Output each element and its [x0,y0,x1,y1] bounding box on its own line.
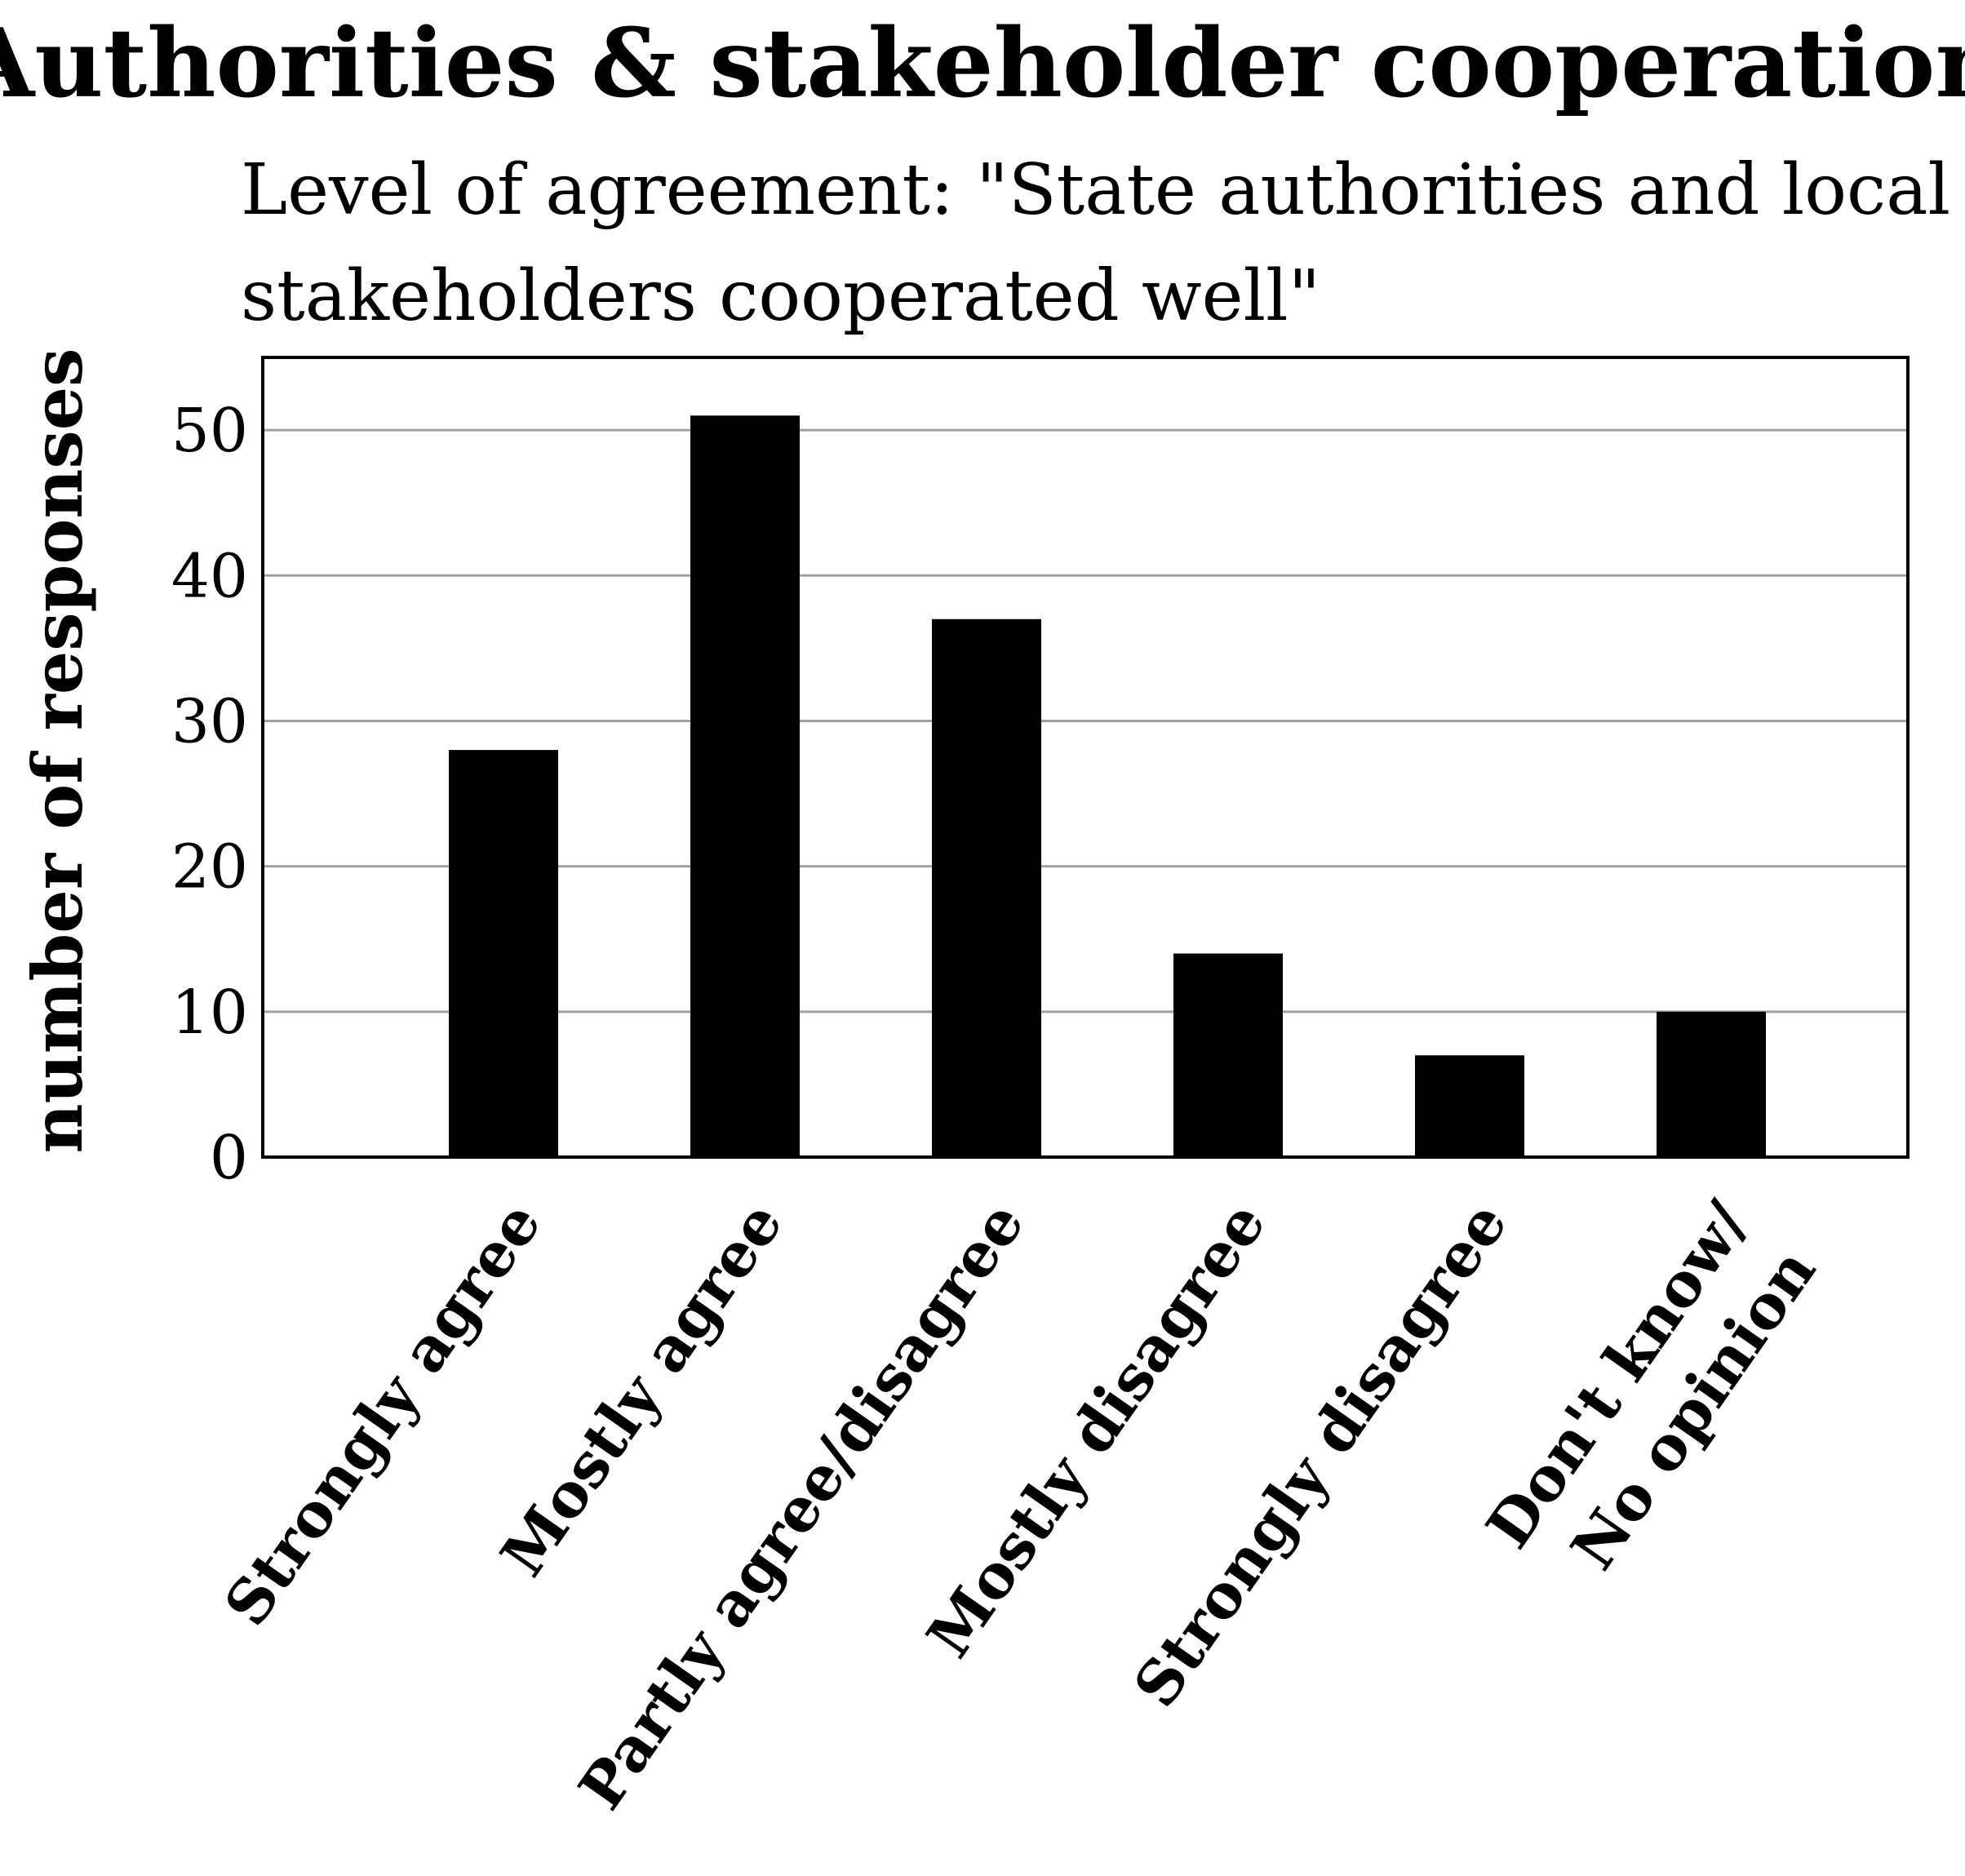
bar [690,415,800,1158]
x-tick-label-line: Strongly agree [211,1190,555,1639]
bars [449,415,1766,1158]
chart-subtitle-line-1: Level of agreement: "State authorities a… [241,149,1950,231]
x-tick-label: Partly agree/disagree [566,1190,1038,1822]
bar [1415,1055,1524,1157]
y-tick-label: 0 [210,1123,248,1193]
bar [932,619,1041,1157]
y-axis-label: number of responses [17,348,98,1154]
bar [449,750,558,1157]
y-tick-label: 20 [171,832,248,903]
y-tick-label: 40 [171,541,248,611]
y-tick-label: 30 [171,686,248,756]
y-tick-label: 50 [171,396,248,466]
chart-subtitle-line-2: stakeholders cooperated well" [241,255,1320,337]
y-tick-labels: 0 10 20 30 40 50 [171,396,248,1193]
y-tick-label: 10 [171,978,248,1048]
x-tick-label: Strongly agree [211,1190,555,1639]
chart-title: Authorities & stakeholder cooperation [0,8,1965,119]
plot-frame [261,356,1910,1159]
x-tick-label: Don't know/No opinion [1474,1189,1830,1608]
bar [1657,1011,1766,1157]
bar [1173,953,1283,1157]
x-tick-label-line: Partly agree/disagree [566,1190,1038,1822]
